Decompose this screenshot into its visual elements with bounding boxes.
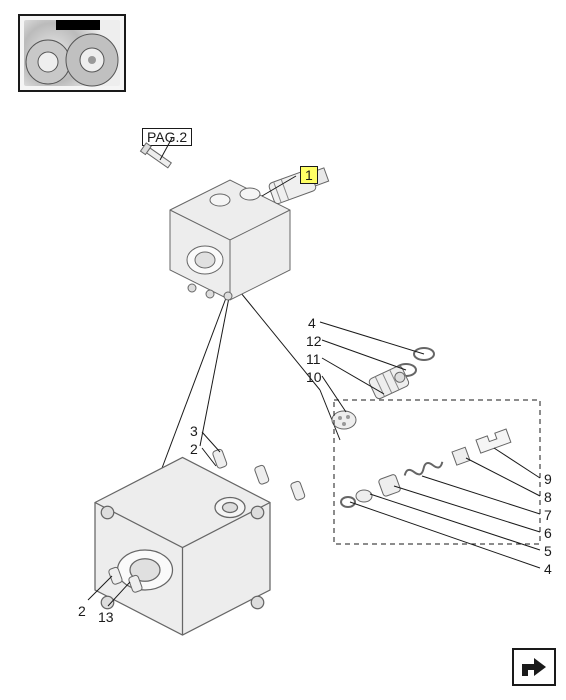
lower-pump: [95, 458, 270, 636]
valve-stack: [332, 348, 434, 429]
page-ref-tag: PAG.2: [142, 128, 192, 146]
callout-2b: 2: [78, 604, 86, 618]
callout-10: 10: [306, 370, 322, 384]
callout-4b: 4: [544, 562, 552, 576]
thumbnail-art: [20, 16, 128, 94]
callout-6: 6: [544, 526, 552, 540]
dowel-pins: [212, 449, 306, 501]
callout-1: 1: [300, 166, 318, 184]
ref-screw: [140, 143, 172, 170]
pins-bl: [108, 567, 143, 593]
context-thumbnail: [18, 14, 126, 92]
diagram-canvas: PAG.2: [0, 0, 566, 700]
callout-5: 5: [544, 544, 552, 558]
nav-arrow-icon: [520, 656, 548, 678]
top-pump: [170, 164, 330, 300]
callout-4a: 4: [308, 316, 316, 330]
callout-13: 13: [98, 610, 114, 624]
nav-icon-box[interactable]: [512, 648, 556, 686]
callout-3: 3: [190, 424, 198, 438]
callout-8: 8: [544, 490, 552, 504]
callout-9: 9: [544, 472, 552, 486]
line-layer: [0, 0, 566, 700]
spring-row: [341, 429, 511, 507]
callout-11: 11: [306, 352, 321, 366]
callout-2a: 2: [190, 442, 198, 456]
callout-7: 7: [544, 508, 552, 522]
callout-12: 12: [306, 334, 322, 348]
